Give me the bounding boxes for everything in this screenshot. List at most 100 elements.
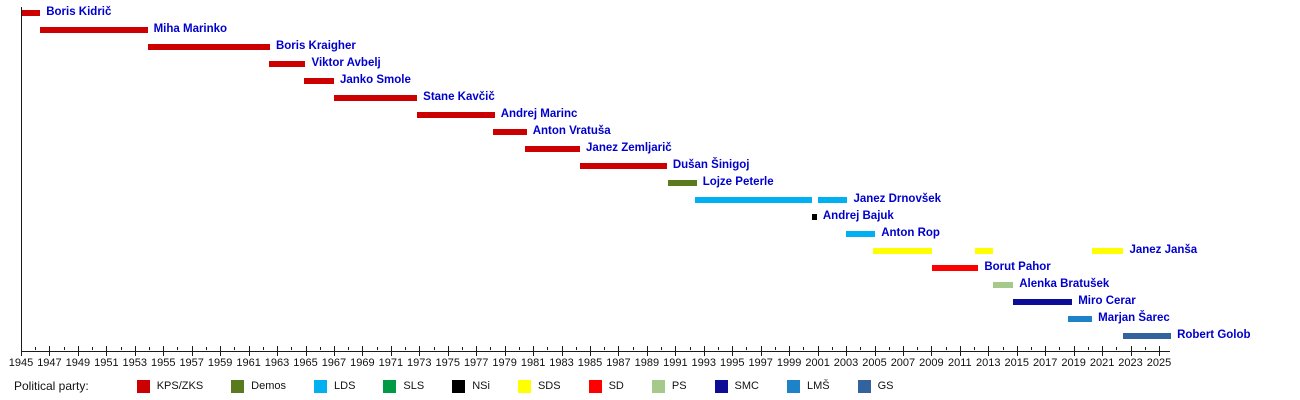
- x-axis-minor-tick: [518, 347, 520, 350]
- legend-item-lds: LDS: [314, 379, 356, 393]
- x-axis-major-tick: [675, 346, 677, 356]
- term-bar: [975, 248, 994, 254]
- x-axis-minor-tick: [319, 347, 321, 350]
- x-axis-tick-label: 1963: [264, 357, 290, 369]
- x-axis-minor-tick: [461, 347, 463, 350]
- legend-swatch-gs: [857, 379, 871, 393]
- x-axis-minor-tick: [234, 347, 236, 350]
- x-axis-minor-tick: [803, 347, 805, 350]
- term-bar: [417, 112, 495, 118]
- x-axis-major-tick: [277, 346, 279, 356]
- legend-label-smc: SMC: [734, 380, 759, 392]
- person-label: Janko Smole: [339, 74, 411, 86]
- x-axis-major-tick: [874, 346, 876, 356]
- x-axis-tick-label: 2015: [1004, 357, 1029, 369]
- legend-swatch-sds: [517, 379, 531, 393]
- legend-label-lds: LDS: [334, 380, 356, 392]
- legend-title: Political party:: [14, 379, 89, 393]
- person-label: Janez Drnovšek: [853, 193, 942, 205]
- x-axis-tick-label: 2019: [1061, 357, 1086, 369]
- x-axis-tick-label: 1973: [407, 357, 432, 369]
- x-axis-minor-tick: [860, 347, 862, 350]
- x-axis-major-tick: [447, 346, 449, 356]
- person-label: Andrej Bajuk: [822, 210, 894, 222]
- legend-item-gs: GS: [857, 379, 894, 393]
- x-axis-tick-label: 1957: [179, 357, 204, 369]
- legend-swatch-lds: [314, 379, 328, 393]
- x-axis-major-tick: [561, 346, 563, 356]
- x-axis-tick-label: 1959: [207, 357, 233, 369]
- legend-swatch-lms: [787, 379, 800, 393]
- person-label: Boris Kidrič: [46, 6, 112, 18]
- person-label: Boris Kraigher: [275, 40, 356, 52]
- x-axis-minor-tick: [1116, 347, 1118, 350]
- legend-swatch-ps: [651, 379, 665, 393]
- x-axis-major-tick: [1130, 346, 1132, 356]
- x-axis-major-tick: [248, 346, 250, 356]
- term-bar: [22, 10, 41, 16]
- term-bar: [668, 180, 697, 186]
- person-label: Janez Janša: [1129, 244, 1198, 256]
- x-axis-tick-label: 1945: [8, 357, 34, 369]
- legend-swatch-nsi: [452, 379, 466, 393]
- term-bar: [992, 282, 1014, 288]
- x-axis-tick-label: 1975: [435, 357, 460, 369]
- term-bar: [493, 129, 527, 135]
- x-axis-tick-label: 1969: [350, 357, 375, 369]
- person-label: Anton Vratuša: [532, 125, 611, 137]
- person-label: Miha Marinko: [153, 23, 228, 35]
- x-axis-major-tick: [191, 346, 193, 356]
- x-axis-minor-tick: [1087, 347, 1089, 350]
- legend-item-sd: SD: [588, 379, 624, 393]
- legend-item-sls: SLS: [383, 379, 424, 393]
- legend-label-gs: GS: [877, 380, 894, 392]
- term-bar: [525, 146, 581, 152]
- x-axis-tick-label: 1949: [65, 357, 91, 369]
- term-bar: [304, 78, 334, 84]
- term-bar: [873, 248, 933, 254]
- x-axis-minor-tick: [262, 347, 264, 350]
- x-axis-tick-label: 1993: [691, 357, 717, 369]
- x-axis-minor-tick: [689, 347, 691, 350]
- x-axis-minor-tick: [632, 347, 634, 350]
- legend-swatch-demos: [231, 379, 245, 393]
- x-axis-major-tick: [1045, 346, 1047, 356]
- x-axis-minor-tick: [348, 347, 350, 350]
- x-axis-minor-tick: [718, 347, 720, 350]
- person-label: Robert Golob: [1177, 329, 1251, 341]
- legend-item-demos: Demos: [231, 379, 286, 393]
- x-axis-major-tick: [988, 346, 990, 356]
- x-axis-tick-label: 1989: [634, 357, 660, 369]
- term-bar: [817, 197, 848, 203]
- x-axis-major-tick: [21, 346, 22, 356]
- x-axis-minor-tick: [92, 347, 94, 350]
- x-axis-tick-label: 2001: [805, 357, 830, 369]
- x-axis-tick-label: 1977: [463, 357, 489, 369]
- person-label: Miro Cerar: [1078, 295, 1136, 307]
- x-axis-minor-tick: [35, 347, 37, 350]
- x-axis-major-tick: [902, 346, 904, 356]
- person-label: Viktor Avbelj: [311, 57, 381, 69]
- x-axis-major-tick: [77, 346, 79, 356]
- term-bar: [1013, 299, 1073, 305]
- term-bar: [580, 163, 667, 169]
- x-axis-major-tick: [134, 346, 136, 356]
- x-axis-tick-label: 1961: [236, 357, 261, 369]
- x-axis-tick-label: 2021: [1089, 357, 1115, 369]
- legend-label-kps-zks: KPS/ZKS: [156, 380, 204, 392]
- x-axis-tick-label: 1971: [378, 357, 404, 369]
- person-label: Janez Zemljarič: [586, 142, 672, 154]
- person-label: Dušan Šinigoj: [672, 159, 750, 171]
- x-axis-minor-tick: [661, 347, 663, 350]
- x-axis-tick-label: 2003: [833, 357, 859, 369]
- x-axis-minor-tick: [405, 347, 407, 350]
- x-axis-line: [21, 351, 1170, 352]
- x-axis-minor-tick: [917, 347, 919, 350]
- legend-item-ps: PS: [651, 379, 687, 393]
- x-axis-major-tick: [1016, 346, 1018, 356]
- x-axis-minor-tick: [433, 347, 435, 350]
- legend-swatch-sls: [383, 379, 397, 393]
- x-axis-minor-tick: [604, 347, 606, 350]
- x-axis-minor-tick: [291, 347, 293, 350]
- x-axis-tick-label: 1983: [549, 357, 574, 369]
